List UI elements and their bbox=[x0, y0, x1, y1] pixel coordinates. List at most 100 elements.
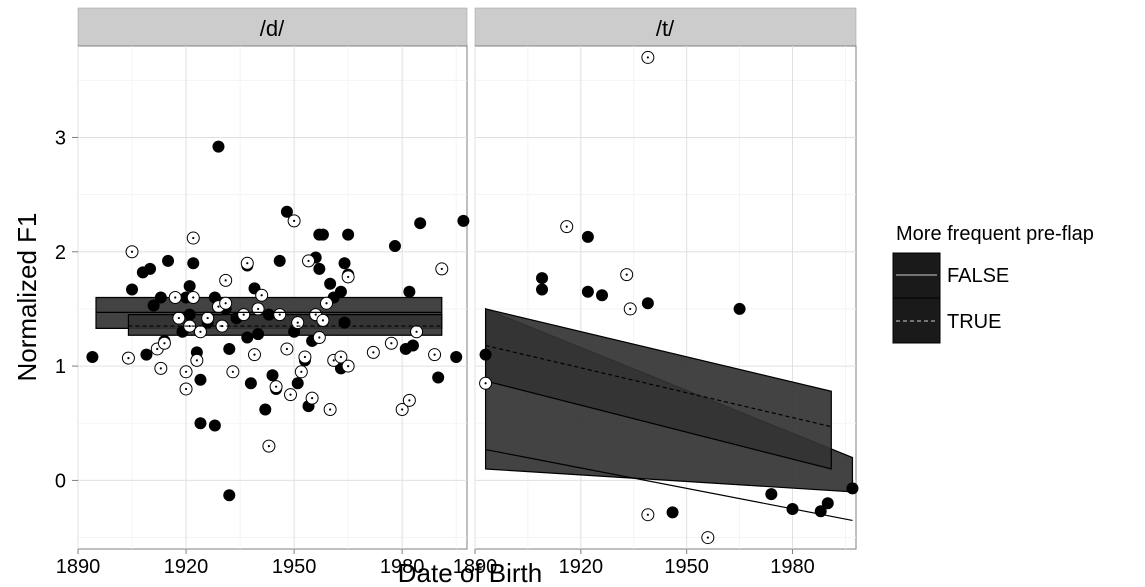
point-true-center bbox=[253, 353, 256, 356]
legend-entry-false: FALSE bbox=[892, 252, 1009, 299]
point-true-center bbox=[195, 359, 198, 362]
point-false bbox=[596, 289, 608, 302]
point-false bbox=[273, 254, 286, 267]
point-true-center bbox=[706, 536, 709, 539]
facet-panel-t: /t/ bbox=[474, 7, 859, 550]
point-true-center bbox=[156, 347, 159, 351]
point-true-center bbox=[174, 296, 177, 299]
point-true-center bbox=[224, 279, 227, 282]
point-true-center bbox=[318, 336, 321, 339]
point-false bbox=[403, 285, 416, 298]
x-tick-label: 1950 bbox=[272, 556, 317, 578]
point-false bbox=[244, 377, 257, 390]
point-true-center bbox=[332, 359, 335, 362]
y-axis-title: Normalized F1 bbox=[12, 212, 42, 381]
point-true-center bbox=[188, 324, 191, 328]
point-false bbox=[457, 214, 470, 227]
point-true-center bbox=[267, 445, 270, 448]
point-true-center bbox=[314, 313, 317, 316]
point-true-center bbox=[285, 347, 289, 351]
point-true-center bbox=[246, 262, 249, 265]
point-false bbox=[450, 350, 463, 363]
point-false bbox=[183, 280, 196, 293]
y-tick-label: 1 bbox=[55, 356, 66, 378]
point-false bbox=[316, 228, 329, 241]
smooth-lines-d bbox=[96, 311, 442, 327]
point-true-center bbox=[260, 294, 263, 297]
point-true-center bbox=[192, 296, 195, 299]
point-false bbox=[581, 230, 594, 243]
legend: More frequent pre-flap FALSE TRUE bbox=[892, 223, 1094, 344]
point-true-center bbox=[231, 370, 234, 373]
point-false bbox=[291, 377, 304, 390]
point-false bbox=[187, 257, 200, 270]
point-true-center bbox=[275, 385, 278, 388]
point-true-center bbox=[184, 370, 188, 373]
point-true-center bbox=[307, 259, 310, 263]
points-d bbox=[86, 140, 470, 502]
point-true-center bbox=[192, 236, 195, 240]
point-false bbox=[223, 489, 236, 502]
point-true-center bbox=[224, 302, 227, 305]
y-axis-ticks: 0 1 2 3 bbox=[55, 127, 78, 492]
point-false bbox=[414, 217, 427, 230]
point-false bbox=[641, 297, 654, 310]
point-false bbox=[334, 285, 347, 298]
point-false bbox=[324, 277, 337, 290]
point-false bbox=[208, 419, 221, 432]
point-false bbox=[581, 285, 594, 298]
point-true-center bbox=[401, 408, 404, 411]
point-true-center bbox=[303, 355, 307, 359]
strip-label-t: /t/ bbox=[656, 16, 675, 41]
facet-panel-d: /d/ bbox=[77, 7, 470, 550]
point-true-center bbox=[339, 355, 343, 359]
point-false bbox=[338, 316, 351, 329]
point-true-center bbox=[184, 387, 188, 391]
point-false bbox=[536, 283, 549, 296]
point-false bbox=[223, 342, 236, 355]
legend-label-true: TRUE bbox=[947, 311, 1001, 333]
legend-title: More frequent pre-flap bbox=[896, 223, 1094, 245]
point-false bbox=[183, 308, 196, 321]
x-axis-title: Date of Birth bbox=[398, 558, 543, 587]
point-false bbox=[86, 350, 99, 363]
x-tick-label: 1920 bbox=[559, 556, 604, 578]
point-true-center bbox=[565, 225, 568, 228]
point-false bbox=[388, 240, 401, 253]
point-true-center bbox=[347, 364, 350, 368]
point-true-center bbox=[629, 307, 632, 311]
point-true-center bbox=[311, 397, 314, 400]
strip-background-d bbox=[77, 7, 468, 47]
point-true-center bbox=[484, 382, 487, 385]
y-tick-label: 2 bbox=[55, 242, 66, 264]
point-true-center bbox=[646, 56, 649, 59]
point-true-center bbox=[390, 342, 393, 345]
point-false bbox=[212, 140, 225, 153]
point-false bbox=[313, 262, 326, 275]
point-true-center bbox=[256, 307, 260, 311]
legend-label-false: FALSE bbox=[947, 265, 1009, 287]
point-false bbox=[479, 348, 492, 361]
point-true-center bbox=[300, 370, 303, 373]
point-true-center bbox=[440, 267, 443, 271]
point-false bbox=[342, 228, 355, 241]
point-true-center bbox=[325, 302, 328, 305]
point-true-center bbox=[321, 319, 325, 322]
point-true-center bbox=[415, 330, 418, 333]
point-true-center bbox=[293, 219, 296, 223]
point-true-center bbox=[159, 367, 162, 370]
point-false bbox=[765, 488, 778, 501]
point-false bbox=[338, 257, 351, 270]
point-true-center bbox=[163, 342, 166, 345]
point-true-center bbox=[408, 399, 411, 402]
point-false bbox=[126, 283, 139, 296]
point-true-center bbox=[646, 513, 649, 516]
point-true-center bbox=[242, 313, 245, 316]
strip-label-d: /d/ bbox=[260, 16, 285, 41]
y-tick-label: 0 bbox=[55, 470, 66, 492]
point-false bbox=[280, 205, 293, 218]
point-true-center bbox=[625, 273, 628, 276]
point-false bbox=[266, 369, 279, 382]
point-true-center bbox=[177, 316, 180, 320]
